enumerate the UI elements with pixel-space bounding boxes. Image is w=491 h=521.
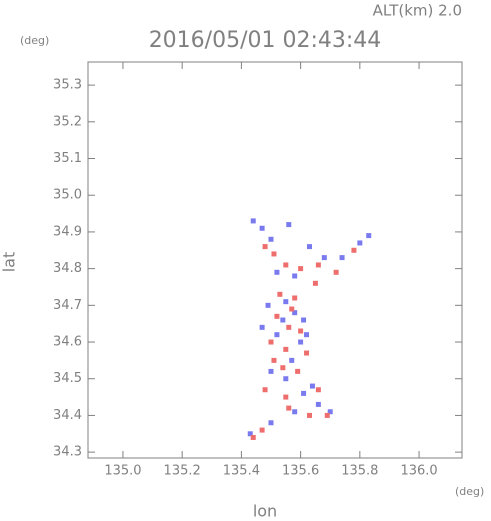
data-point (306, 244, 312, 250)
y-tick-label: 34.4 (53, 408, 82, 423)
plot-frame (87, 61, 463, 459)
x-tick-label: 135.2 (164, 464, 201, 479)
y-tick-label: 34.5 (53, 371, 82, 386)
data-point (250, 218, 256, 224)
y-tick-label: 34.3 (53, 445, 82, 460)
x-tick-label: 135.0 (104, 464, 141, 479)
data-point (271, 251, 277, 257)
data-point (286, 222, 292, 228)
data-point (259, 225, 265, 231)
data-point (304, 350, 310, 356)
data-point (315, 262, 321, 268)
x-tick-label: 136.0 (400, 464, 437, 479)
data-point (274, 332, 280, 338)
data-point (286, 405, 292, 411)
data-point (301, 390, 307, 396)
data-point (271, 357, 277, 363)
data-point (277, 291, 283, 297)
data-point (315, 401, 321, 407)
data-point (265, 302, 271, 308)
data-point (268, 339, 274, 345)
x-tick-label: 135.4 (223, 464, 260, 479)
data-point (298, 266, 304, 272)
data-point (366, 233, 372, 239)
chart-title: 2016/05/01 02:43:44 (149, 28, 382, 53)
data-point (283, 262, 289, 268)
data-point (268, 420, 274, 426)
data-point (274, 269, 280, 275)
data-point (250, 434, 256, 440)
data-point (289, 306, 295, 312)
data-point (295, 368, 301, 374)
data-point (333, 269, 339, 275)
subtitle: ALT(km) 2.0 (373, 2, 462, 20)
data-point (259, 324, 265, 330)
data-point (306, 412, 312, 418)
data-point (298, 339, 304, 345)
data-point (283, 394, 289, 400)
x-unit: (deg) (455, 485, 484, 498)
data-point (292, 295, 298, 301)
data-point (286, 324, 292, 330)
y-tick-label: 35.3 (53, 78, 82, 93)
data-point (298, 328, 304, 334)
data-point (280, 365, 286, 371)
data-point (289, 357, 295, 363)
data-point (268, 236, 274, 242)
data-point (304, 332, 310, 338)
data-point (283, 346, 289, 352)
y-tick-label: 34.8 (53, 261, 82, 276)
y-tick-label: 35.2 (53, 114, 82, 129)
data-point (262, 387, 268, 393)
data-point (321, 255, 327, 261)
y-unit: (deg) (20, 34, 49, 47)
data-point (309, 383, 315, 389)
data-point (327, 409, 333, 415)
data-point (283, 299, 289, 305)
y-tick-label: 34.7 (53, 298, 82, 313)
x-axis-label: lon (253, 502, 277, 521)
data-point (247, 431, 253, 437)
data-point (262, 244, 268, 250)
data-point (280, 317, 286, 323)
data-point (324, 412, 330, 418)
data-point (283, 376, 289, 382)
x-tick-label: 135.8 (341, 464, 378, 479)
data-point (274, 313, 280, 319)
data-point (315, 387, 321, 393)
data-point (292, 273, 298, 279)
data-point (351, 247, 357, 253)
data-point (268, 368, 274, 374)
data-point (357, 240, 363, 246)
data-point (339, 255, 345, 261)
data-point (292, 310, 298, 316)
y-axis-label: lat (0, 252, 19, 273)
data-point (292, 409, 298, 415)
y-tick-label: 34.6 (53, 335, 82, 350)
data-point (259, 427, 265, 433)
y-tick-label: 35.0 (53, 188, 82, 203)
data-point (301, 317, 307, 323)
data-point (312, 280, 318, 286)
x-tick-label: 135.6 (282, 464, 319, 479)
y-tick-label: 35.1 (53, 151, 82, 166)
y-tick-label: 34.9 (53, 224, 82, 239)
